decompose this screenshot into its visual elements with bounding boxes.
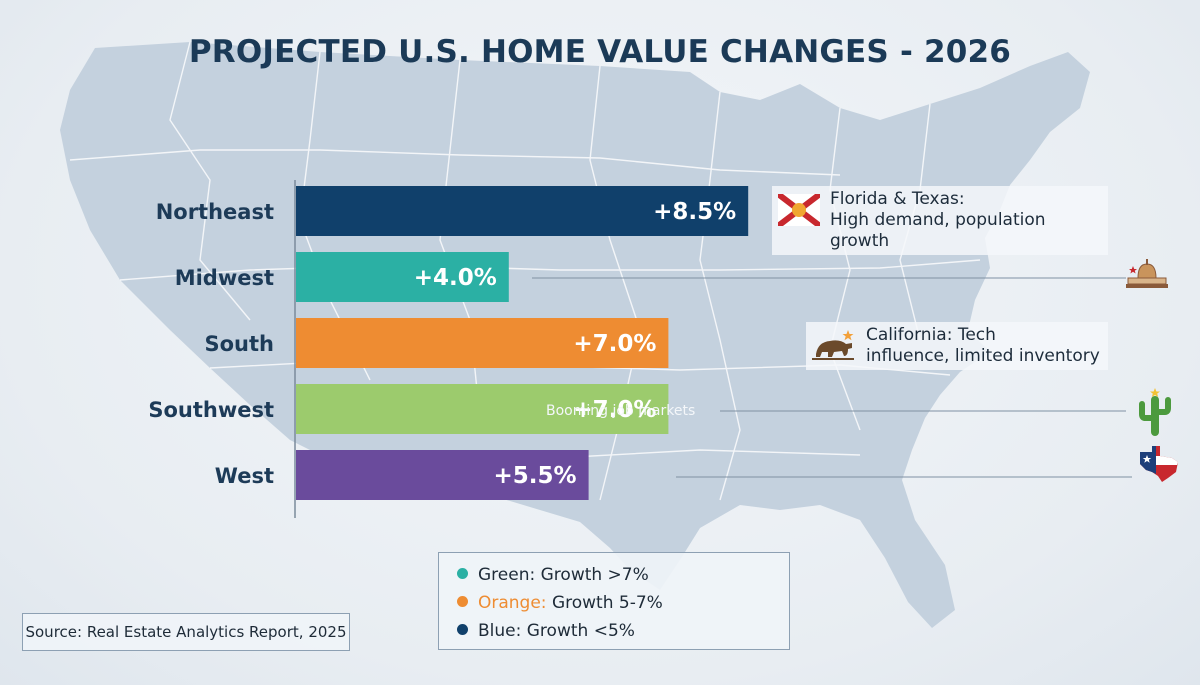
florida-flag-icon — [778, 194, 820, 226]
category-label: Northeast — [156, 200, 274, 224]
capitol-building-icon — [1126, 259, 1168, 288]
annotation-florida-texas: Florida & Texas: High demand, population… — [772, 186, 1108, 255]
legend-item-green: Green: Growth >7% — [457, 565, 649, 585]
annotation-california: California: Tech influence, limited inve… — [806, 322, 1108, 370]
connector-lines — [532, 277, 1132, 478]
value-label: +4.0% — [414, 265, 497, 291]
category-label: Southwest — [148, 398, 274, 422]
legend: Green: Growth >7% Orange: Growth 5-7% Bl… — [438, 552, 790, 650]
legend-item-blue: Blue: Growth <5% — [457, 621, 635, 641]
bar-midwest — [296, 252, 509, 302]
legend-prefix: Blue: — [478, 621, 522, 641]
cactus-icon — [1139, 388, 1171, 436]
legend-dot-blue — [457, 624, 468, 635]
legend-dot-green — [457, 568, 468, 579]
annotation-text: California: Tech influence, limited inve… — [866, 325, 1100, 366]
annotation-job-markets: Booming job markets — [546, 403, 696, 419]
value-label: +7.0% — [573, 397, 656, 423]
category-label: South — [205, 332, 275, 356]
page-title: PROJECTED U.S. HOME VALUE CHANGES - 2026 — [188, 34, 1012, 70]
bar-south — [296, 318, 669, 368]
california-bear-icon — [812, 330, 854, 360]
bar-west — [296, 450, 589, 500]
legend-text: Growth >7% — [535, 565, 649, 585]
texas-flag-icon — [1140, 446, 1178, 482]
annotation-text: Florida & Texas: High demand, population… — [830, 189, 1046, 251]
value-label: +5.5% — [494, 463, 577, 489]
bar-northeast — [296, 186, 749, 236]
legend-item-orange: Orange: Growth 5-7% — [457, 593, 663, 613]
legend-text: Growth <5% — [521, 621, 635, 641]
source-note: Source: Real Estate Analytics Report, 20… — [22, 613, 350, 651]
category-label: West — [215, 464, 274, 488]
category-label: Midwest — [175, 266, 274, 290]
value-label: +8.5% — [653, 199, 736, 225]
value-label: +7.0% — [573, 331, 656, 357]
bar-southwest — [296, 384, 669, 434]
legend-prefix: Orange: — [478, 593, 547, 613]
legend-prefix: Green: — [478, 565, 536, 585]
legend-text: Growth 5-7% — [546, 593, 663, 613]
legend-dot-orange — [457, 596, 468, 607]
